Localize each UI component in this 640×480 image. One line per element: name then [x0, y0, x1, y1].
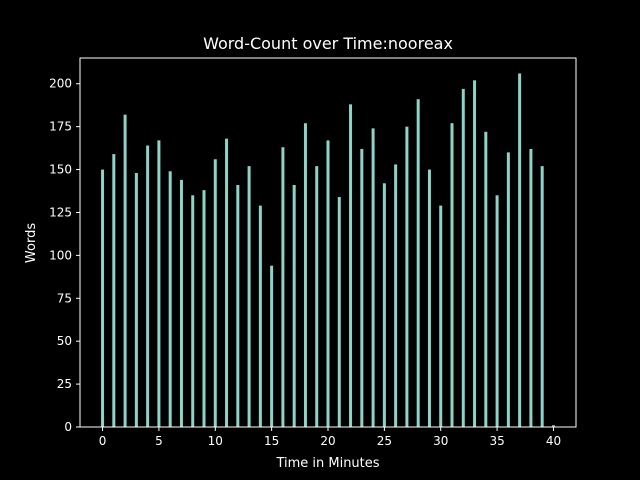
- x-tick-label: 40: [546, 434, 561, 448]
- bar: [427, 169, 431, 427]
- y-axis-label: Words: [24, 223, 39, 263]
- y-tick-label: 150: [49, 163, 72, 177]
- bar: [551, 425, 555, 427]
- bar: [337, 197, 341, 427]
- bar: [225, 138, 229, 428]
- bar: [134, 172, 138, 427]
- x-tick-label: 0: [99, 434, 107, 448]
- x-tick-label: 10: [208, 434, 223, 448]
- bar: [315, 166, 319, 427]
- bar: [101, 169, 105, 427]
- bar: [371, 128, 375, 428]
- x-tick-label: 15: [264, 434, 279, 448]
- bar: [405, 126, 409, 428]
- bar: [168, 171, 172, 427]
- y-tick-label: 25: [57, 377, 72, 391]
- bar: [439, 205, 443, 427]
- bar: [191, 195, 195, 427]
- bar-series: [101, 73, 555, 428]
- x-axis-label: Time in Minutes: [275, 456, 379, 471]
- x-tick-label: 20: [320, 434, 335, 448]
- bar: [484, 131, 488, 428]
- bar: [394, 164, 398, 427]
- bar: [112, 154, 116, 427]
- x-tick-label: 25: [377, 434, 392, 448]
- bar: [382, 183, 386, 427]
- y-axis: 0 25 50 75 100 125 150 175 200: [49, 77, 80, 434]
- bar: [540, 166, 544, 427]
- x-tick-label: 35: [489, 434, 504, 448]
- bar: [213, 159, 217, 427]
- y-tick-label: 75: [57, 291, 72, 305]
- y-tick-label: 200: [49, 77, 72, 91]
- bar: [270, 265, 274, 427]
- bar: [303, 123, 307, 428]
- x-tick-label: 5: [155, 434, 163, 448]
- bar: [247, 166, 251, 427]
- bar: [157, 140, 161, 427]
- bar: [326, 140, 330, 427]
- bar: [281, 147, 285, 427]
- bar: [461, 88, 465, 428]
- bar: [416, 99, 420, 427]
- bar: [349, 104, 353, 427]
- bar: [473, 80, 477, 427]
- y-tick-label: 125: [49, 205, 72, 219]
- bar: [518, 73, 522, 428]
- bar: [450, 123, 454, 428]
- bar: [495, 195, 499, 427]
- bar: [236, 185, 240, 427]
- bar: [123, 114, 127, 427]
- x-axis: 0 5 10 15 20 25 30 35 40: [99, 427, 561, 448]
- bar: [506, 152, 510, 427]
- y-tick-label: 50: [57, 334, 72, 348]
- y-tick-label: 175: [49, 120, 72, 134]
- bar: [529, 148, 533, 428]
- bar: [258, 205, 262, 427]
- y-tick-label: 100: [49, 248, 72, 262]
- x-tick-label: 30: [433, 434, 448, 448]
- bar: [179, 179, 183, 427]
- bar: [202, 190, 206, 427]
- bar: [292, 185, 296, 427]
- chart-title: Word-Count over Time:nooreax: [203, 34, 453, 53]
- y-tick-label: 0: [64, 420, 72, 434]
- bar: [146, 145, 150, 428]
- bar: [360, 148, 364, 428]
